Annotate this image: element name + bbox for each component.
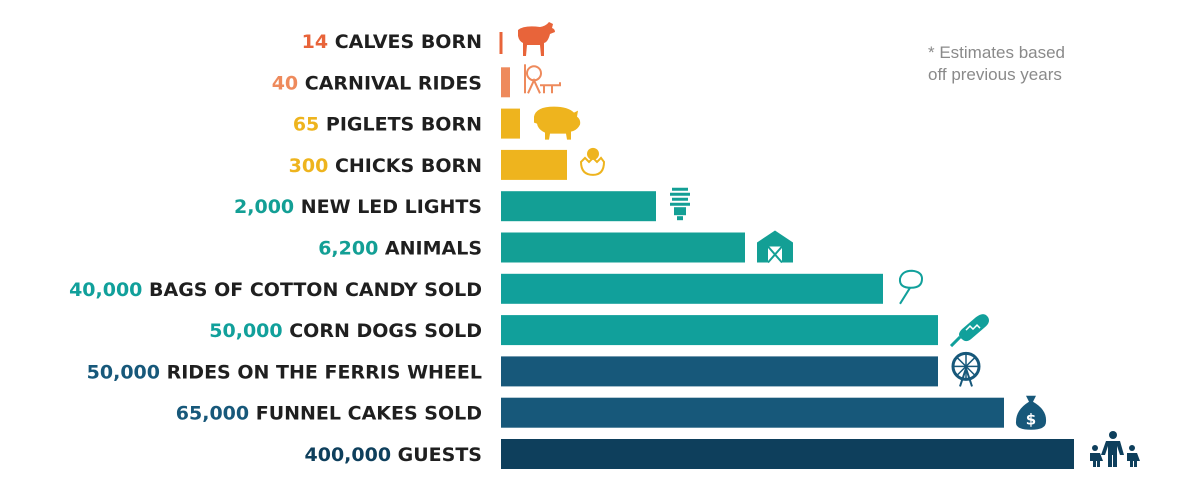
value-label: 65 [293, 114, 326, 136]
bar [501, 232, 745, 263]
bar [501, 439, 1074, 469]
category-label: BAGS OF COTTON CANDY SOLD [149, 279, 482, 301]
value-label: 50,000 [87, 361, 167, 383]
value-label: 400,000 [305, 444, 398, 466]
value-label: 50,000 [209, 320, 289, 342]
row-label: 65,000 FUNNEL CAKES SOLD [176, 403, 482, 425]
ferris-wheel-icon [951, 351, 981, 387]
bar [501, 149, 567, 180]
category-label: CARNIVAL RIDES [305, 72, 482, 94]
category-label: ANIMALS [385, 238, 482, 260]
category-label: CALVES BORN [335, 31, 482, 53]
row-label: 50,000 RIDES ON THE FERRIS WHEEL [87, 361, 482, 383]
row-label: 65 PIGLETS BORN [293, 114, 482, 136]
bar [501, 273, 883, 304]
category-label: FUNNEL CAKES SOLD [256, 403, 482, 425]
carnival-ride-icon [524, 64, 561, 94]
dollar-sign: $ [1026, 411, 1036, 429]
category-label: GUESTS [398, 444, 482, 466]
value-label: 14 [302, 31, 335, 53]
estimate-note-line-1: * Estimates based [928, 43, 1065, 62]
bar [501, 356, 938, 387]
bar [501, 67, 510, 98]
estimate-note-line-2: off previous years [928, 65, 1062, 84]
category-label: PIGLETS BORN [326, 114, 482, 136]
category-label: CHICKS BORN [335, 155, 482, 177]
row-label: 300 CHICKS BORN [289, 155, 482, 177]
led-bulb-icon [670, 187, 690, 221]
value-label: 40 [272, 72, 305, 94]
bar [501, 191, 656, 222]
cotton-candy-icon [898, 269, 924, 305]
family-icon [1090, 431, 1140, 467]
hatching-chick-icon [579, 147, 606, 176]
row-label: 50,000 CORN DOGS SOLD [209, 320, 482, 342]
category-label: NEW LED LIGHTS [301, 196, 482, 218]
value-label: 6,200 [318, 238, 385, 260]
cow-icon [518, 22, 555, 56]
value-label: 40,000 [69, 279, 149, 301]
row-label: 40 CARNIVAL RIDES [272, 72, 482, 94]
bar [501, 397, 1004, 428]
bar [501, 108, 520, 139]
row-label: 400,000 GUESTS [305, 444, 483, 466]
category-label: RIDES ON THE FERRIS WHEEL [167, 361, 482, 383]
barn-icon [757, 230, 793, 264]
row-label: 6,200 ANIMALS [318, 238, 482, 260]
category-label: CORN DOGS SOLD [289, 320, 482, 342]
row-label: 14 CALVES BORN [302, 31, 482, 53]
row-label: 2,000 NEW LED LIGHTS [234, 196, 482, 218]
money-bag-icon: $ [1015, 395, 1047, 430]
value-label: 65,000 [176, 403, 256, 425]
row-label: 40,000 BAGS OF COTTON CANDY SOLD [69, 279, 482, 301]
value-label: 2,000 [234, 196, 301, 218]
value-label: 300 [289, 155, 335, 177]
corn-dog-icon [949, 314, 989, 348]
pig-icon [534, 106, 581, 140]
bar [501, 315, 938, 346]
